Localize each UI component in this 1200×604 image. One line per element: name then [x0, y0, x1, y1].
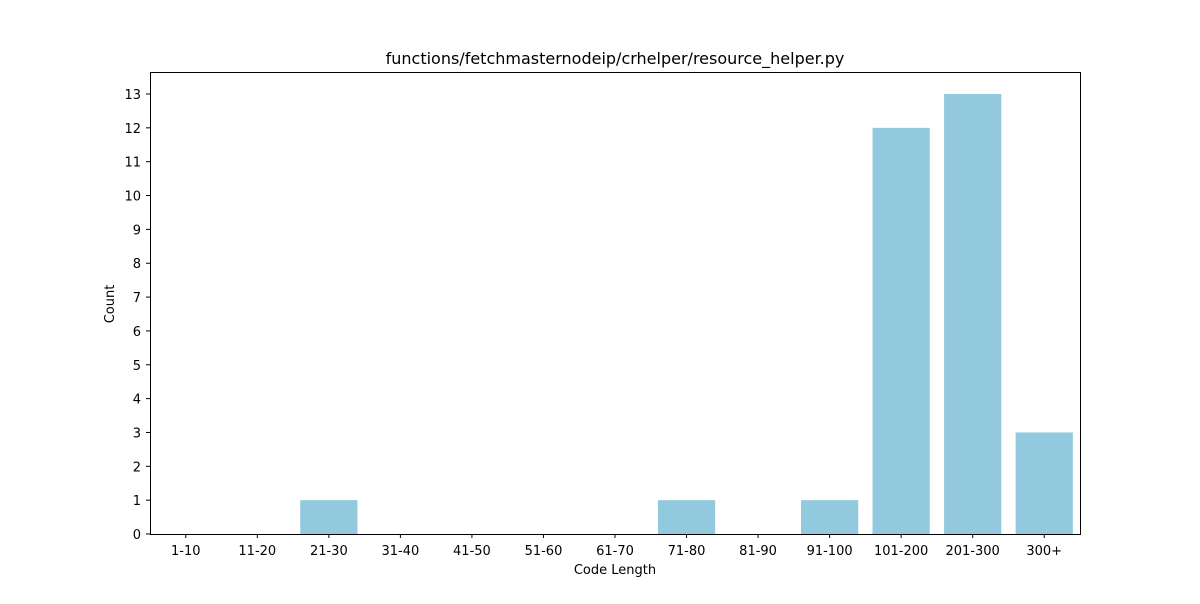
x-axis-label: Code Length — [574, 563, 656, 578]
y-tick-label: 11 — [124, 156, 141, 171]
y-tick-label: 0 — [133, 528, 141, 543]
bar-21-30 — [300, 500, 357, 534]
y-tick-label: 8 — [133, 257, 141, 272]
x-tick-label: 101-200 — [874, 544, 928, 559]
x-tick-label: 41-50 — [453, 544, 491, 559]
y-tick-label: 7 — [133, 291, 141, 306]
bar-71-80 — [658, 500, 715, 534]
bars-group — [300, 94, 1073, 534]
x-tick-label: 91-100 — [807, 544, 853, 559]
y-tick-label: 5 — [133, 359, 141, 374]
plot-frame — [151, 73, 1081, 535]
x-tick-label: 31-40 — [381, 544, 419, 559]
x-tick-label: 71-80 — [668, 544, 706, 559]
y-axis-label: Count — [103, 285, 118, 324]
bar-101-200 — [873, 128, 930, 534]
x-tick-label: 51-60 — [525, 544, 563, 559]
x-tick-label: 21-30 — [310, 544, 348, 559]
chart-title: functions/fetchmasternodeip/crhelper/res… — [386, 49, 845, 69]
y-tick-label: 10 — [124, 190, 141, 205]
bar-300+ — [1016, 432, 1073, 534]
x-tick-label: 1-10 — [171, 544, 201, 559]
x-axis-ticks: 1-10 11-20 21-30 31-40 41-50 51-60 61-70 71-80 8… — [171, 534, 1062, 559]
y-tick-label: 9 — [133, 223, 141, 238]
y-tick-label: 4 — [133, 393, 141, 408]
bar-91-100 — [801, 500, 858, 534]
y-tick-label: 13 — [124, 88, 141, 103]
y-tick-label: 12 — [124, 122, 141, 137]
x-tick-label: 61-70 — [596, 544, 634, 559]
y-tick-label: 2 — [133, 460, 141, 475]
y-tick-label: 6 — [133, 325, 141, 340]
y-tick-label: 1 — [133, 494, 141, 509]
x-tick-label: 81-90 — [739, 544, 777, 559]
x-tick-label: 300+ — [1026, 544, 1062, 559]
x-tick-label: 11-20 — [238, 544, 276, 559]
y-tick-label: 3 — [133, 426, 141, 441]
bar-201-300 — [944, 94, 1001, 534]
x-tick-label: 201-300 — [946, 544, 1000, 559]
